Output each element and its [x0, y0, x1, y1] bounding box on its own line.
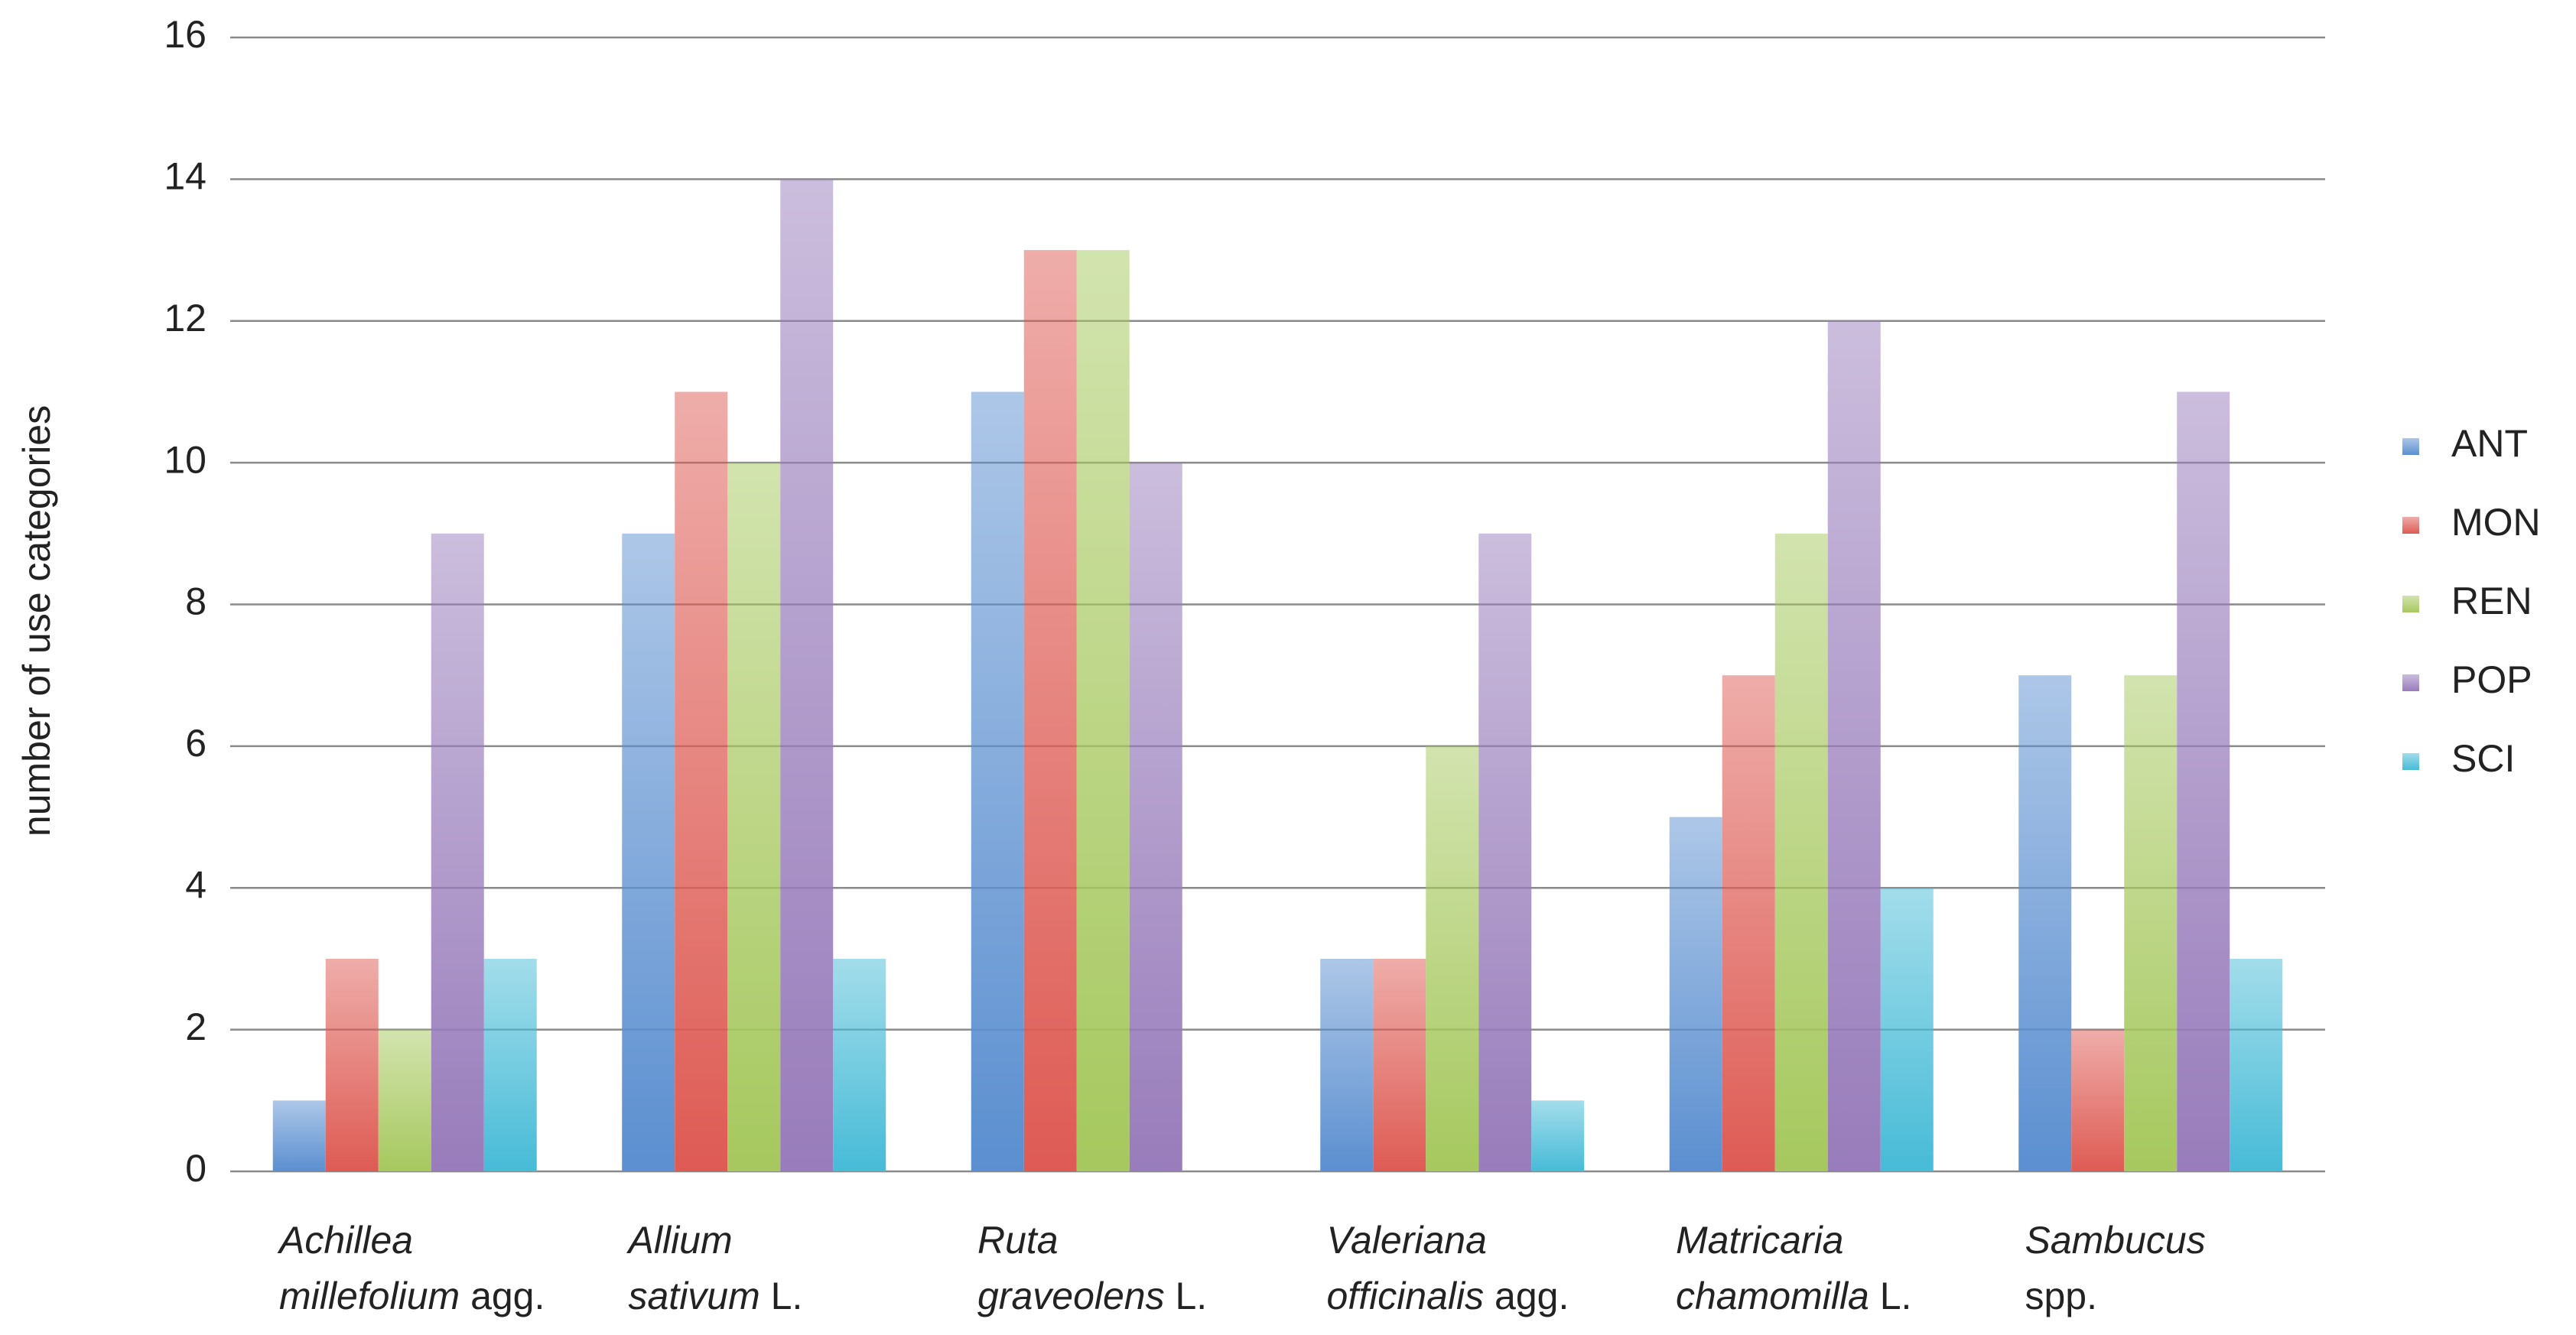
y-tick-label: 12 — [164, 297, 207, 339]
legend-label: REN — [2451, 580, 2532, 622]
bar — [1880, 888, 1934, 1171]
bar — [1129, 463, 1182, 1171]
bar — [483, 958, 537, 1171]
legend-label: SCI — [2451, 737, 2515, 780]
bar — [971, 391, 1024, 1171]
bar — [780, 179, 834, 1171]
x-tick-label: Allium sativum L. — [626, 1219, 803, 1317]
bar — [1426, 745, 1479, 1171]
bar — [2124, 675, 2178, 1171]
y-tick-label: 16 — [164, 13, 207, 56]
bar — [2071, 1029, 2125, 1171]
bar — [1669, 817, 1722, 1171]
bar — [1478, 533, 1532, 1171]
bar — [1827, 320, 1881, 1171]
y-tick-label: 2 — [185, 1005, 207, 1048]
y-tick-label: 4 — [185, 863, 207, 906]
x-tick-label: Sambucus spp. — [2025, 1219, 2217, 1317]
bar — [2230, 958, 2283, 1171]
bar — [1320, 958, 1374, 1171]
legend-label: POP — [2451, 658, 2532, 701]
y-tick-label: 14 — [164, 155, 207, 198]
bar — [1023, 250, 1077, 1171]
bar — [325, 958, 379, 1171]
x-tick-label: Valeriana officinalis agg. — [1327, 1219, 1569, 1317]
bar — [1531, 1100, 1585, 1171]
bar — [833, 958, 886, 1171]
x-tick-label: Matricaria chamomilla L. — [1676, 1219, 1911, 1317]
x-tick-label: Achillea millefolium agg. — [277, 1219, 545, 1317]
x-tick-label: Ruta graveolens L. — [977, 1219, 1207, 1317]
legend-swatch — [2402, 596, 2419, 612]
bar — [1373, 958, 1426, 1171]
y-axis-label: number of use categories — [15, 405, 58, 836]
legend-swatch — [2402, 438, 2419, 455]
y-tick-label: 6 — [185, 722, 207, 765]
bar — [622, 533, 675, 1171]
bar — [675, 391, 728, 1171]
bar — [1774, 533, 1828, 1171]
bar — [378, 1029, 431, 1171]
legend-swatch — [2402, 517, 2419, 534]
y-tick-label: 10 — [164, 438, 207, 481]
bar — [727, 463, 781, 1171]
bar — [2018, 675, 2072, 1171]
bar — [1722, 675, 1775, 1171]
bar — [1076, 250, 1130, 1171]
bar — [2177, 391, 2230, 1171]
y-tick-label: 8 — [185, 580, 207, 623]
bar — [431, 533, 484, 1171]
legend-swatch — [2402, 753, 2419, 770]
bar — [272, 1100, 326, 1171]
legend-label: ANT — [2451, 422, 2528, 465]
y-tick-label: 0 — [185, 1147, 207, 1190]
legend-label: MON — [2451, 501, 2541, 544]
legend-swatch — [2402, 674, 2419, 691]
